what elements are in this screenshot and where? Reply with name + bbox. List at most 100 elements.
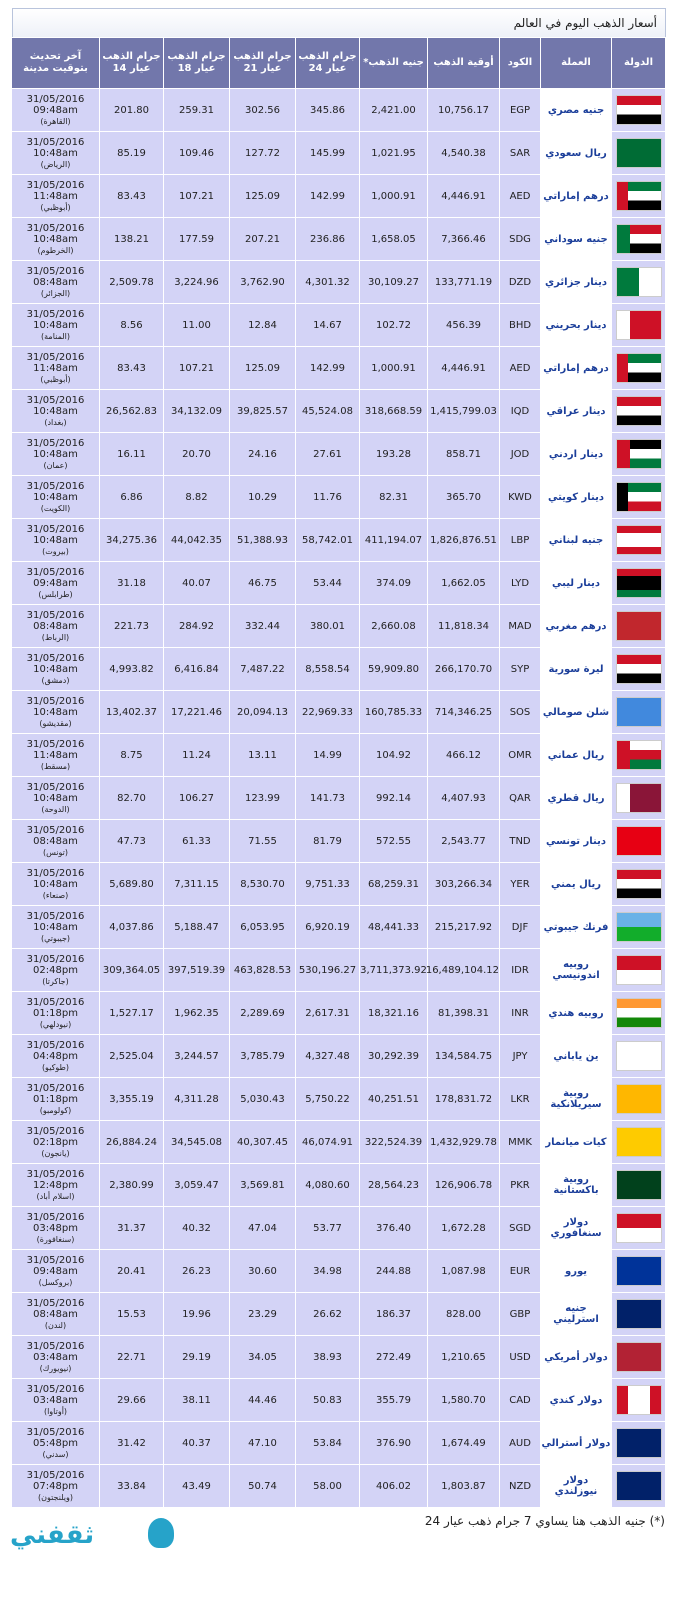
price-cell: 34,275.36 [99,518,164,562]
update-city: (مقديشو) [39,718,72,728]
price-cell: 133,771.19 [427,260,500,304]
update-city: (أبوظبي) [40,202,71,212]
update-time: 03:48am [33,1351,78,1363]
flag [615,482,662,512]
price-cell: 19.96 [163,1292,230,1336]
price-cell: 4,540.38 [427,131,500,175]
flag [615,138,662,168]
price-cell: 33.84 [99,1464,164,1508]
currency-code: SGD [499,1206,541,1250]
flag [615,912,662,942]
price-cell: 456.39 [427,303,500,347]
flag [615,1471,662,1501]
update-city: (جاكرتا) [42,976,69,986]
update-date: 31/05/2016 [26,1125,85,1137]
price-cell: 1,021.95 [359,131,428,175]
table-row: دينار عراقي IQD 1,415,799.03 318,668.59 45,5… [11,389,666,433]
flag [615,869,662,899]
flag-cell [611,260,666,304]
update-city: (المنامة) [41,331,70,341]
update-time: 10:48am [33,534,78,546]
currency-name: جنيه سوداني [540,217,612,261]
last-update: 31/05/2016 04:48pm (طوكيو) [11,1034,100,1078]
update-time: 08:48am [33,835,78,847]
column-header: جرام الذهب عيار 21 [229,37,296,89]
price-cell: 1,000.91 [359,174,428,218]
currency-name: دينار عراقي [540,389,612,433]
price-cell: 13,402.37 [99,690,164,734]
currency-name: جنيه مصري [540,88,612,132]
price-cell: 107.21 [163,174,230,218]
last-update: 31/05/2016 03:48pm (سنغافورة) [11,1206,100,1250]
update-city: (طوكيو) [41,1062,70,1072]
currency-code: AUD [499,1421,541,1465]
last-update: 31/05/2016 11:48am (أبوظبي) [11,174,100,218]
last-update: 31/05/2016 10:48am (دمشق) [11,647,100,691]
table-row: درهم إماراتي AED 4,446.91 1,000.91 142.99 125… [11,174,666,218]
price-cell: 44,042.35 [163,518,230,562]
price-cell: 58.00 [295,1464,360,1508]
currency-name: دينار تونسي [540,819,612,863]
price-cell: 29.19 [163,1335,230,1379]
price-cell: 1,527.17 [99,991,164,1035]
price-cell: 1,962.35 [163,991,230,1035]
price-cell: 284.92 [163,604,230,648]
last-update: 31/05/2016 10:48am (الخرطوم) [11,217,100,261]
update-date: 31/05/2016 [26,1039,85,1051]
flag [615,1342,662,1372]
currency-code: LKR [499,1077,541,1121]
table-row: دينار بحريني BHD 456.39 102.72 14.67 12.84 11.… [11,303,666,347]
table-body: جنيه مصري EGP 10,756.17 2,421.00 345.86 302.5… [11,88,666,1508]
last-update: 31/05/2016 09:48am (القاهرة) [11,88,100,132]
update-city: (بغداد) [44,417,67,427]
flag [615,95,662,125]
price-cell: 40.37 [163,1421,230,1465]
price-cell: 40.32 [163,1206,230,1250]
price-cell: 11.76 [295,475,360,519]
price-cell: 221.73 [99,604,164,648]
price-cell: 6,053.95 [229,905,296,949]
table-row: جنيه سوداني SDG 7,366.46 1,658.05 236.86 207.… [11,217,666,261]
price-cell: 7,366.46 [427,217,500,261]
flag [615,611,662,641]
price-cell: 48,441.33 [359,905,428,949]
price-cell: 322,524.39 [359,1120,428,1164]
update-city: (كولومبو) [39,1105,72,1115]
flag [615,396,662,426]
price-cell: 31.18 [99,561,164,605]
price-cell: 345.86 [295,88,360,132]
update-city: (سنغافورة) [36,1234,75,1244]
update-city: (أبوظبي) [40,374,71,384]
table-row: كيات ميانمار MMK 1,432,929.78 322,524.39 46,… [11,1120,666,1164]
price-cell: 1,672.28 [427,1206,500,1250]
price-cell: 8.75 [99,733,164,777]
update-city: (الخرطوم) [37,245,74,255]
price-cell: 47.10 [229,1421,296,1465]
table-row: ريال عماني OMR 466.12 104.92 14.99 13.11 11.24… [11,733,666,777]
price-cell: 2,543.77 [427,819,500,863]
column-header: أوقية الذهب [427,37,500,89]
update-city: (اسلام أباد) [36,1191,75,1201]
update-city: (طرابلس) [38,589,73,599]
price-cell: 40,307.45 [229,1120,296,1164]
price-cell: 11.24 [163,733,230,777]
flag-cell [611,1378,666,1422]
last-update: 31/05/2016 10:48am (الكويت) [11,475,100,519]
price-cell: 5,750.22 [295,1077,360,1121]
flag-cell [611,88,666,132]
last-update: 31/05/2016 09:48am (طرابلس) [11,561,100,605]
price-cell: 125.09 [229,174,296,218]
price-cell: 3,224.96 [163,260,230,304]
update-date: 31/05/2016 [26,480,85,492]
update-date: 31/05/2016 [26,222,85,234]
flag [615,310,662,340]
flag [615,1428,662,1458]
price-cell: 107.21 [163,346,230,390]
price-cell: 828.00 [427,1292,500,1336]
update-time: 08:48am [33,1308,78,1320]
update-date: 31/05/2016 [26,695,85,707]
flag [615,224,662,254]
price-cell: 3,785.79 [229,1034,296,1078]
price-cell: 4,407.93 [427,776,500,820]
last-update: 31/05/2016 05:48pm (سدني) [11,1421,100,1465]
